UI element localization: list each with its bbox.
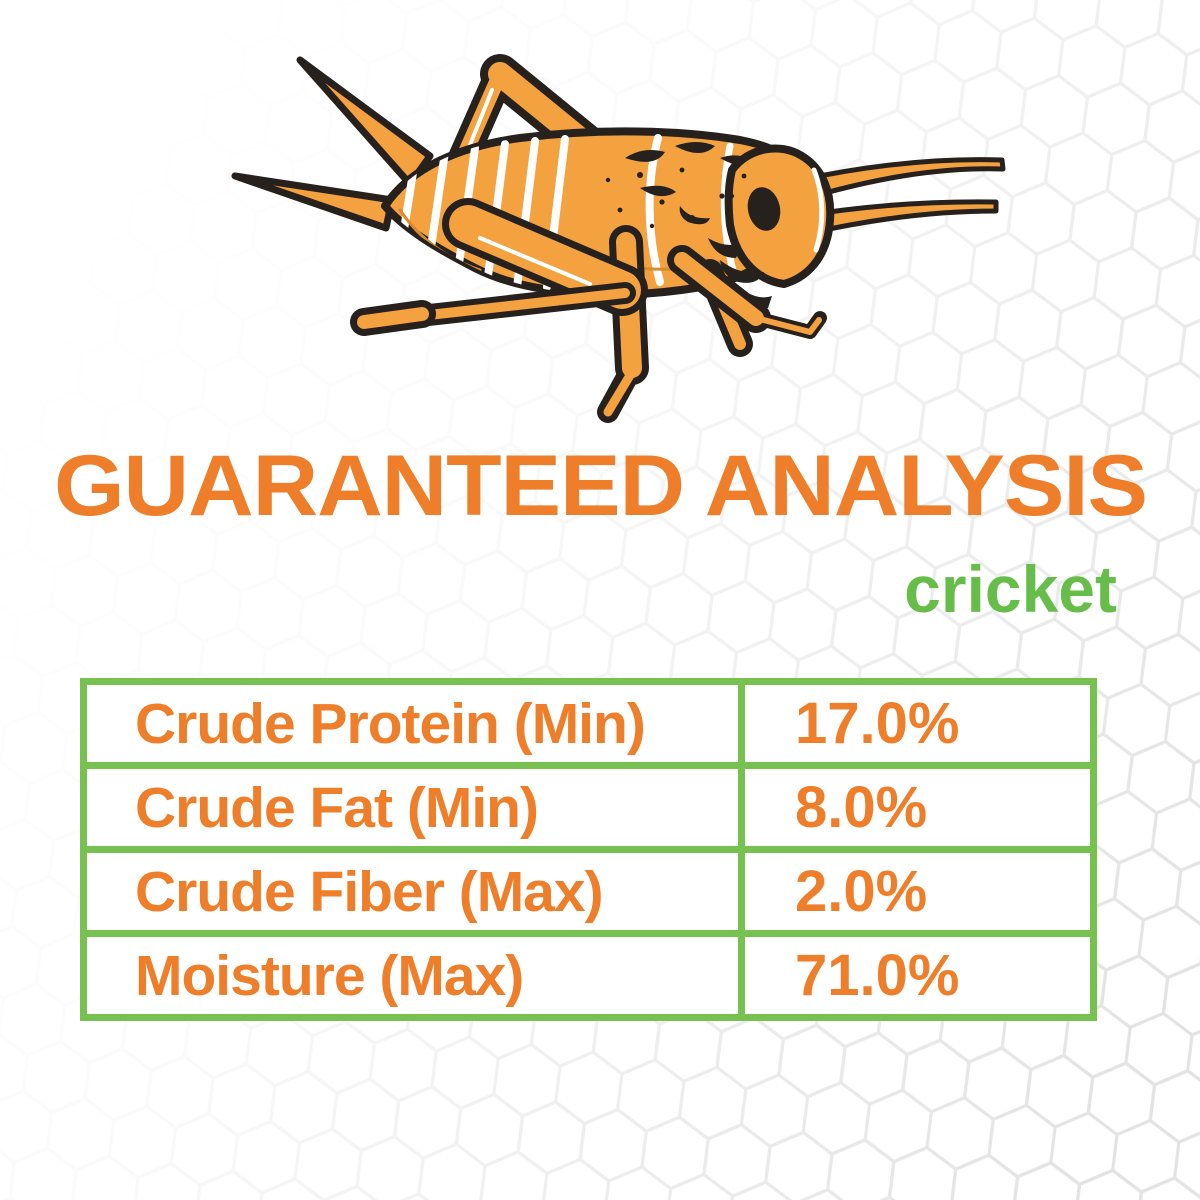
row-label-crude-fiber: Crude Fiber (Max) (87, 853, 738, 930)
cricket-eye (747, 187, 781, 231)
row-label-crude-fat: Crude Fat (Min) (87, 769, 738, 846)
subtitle-cricket: cricket (904, 552, 1117, 626)
cricket-markings (605, 142, 755, 258)
page-title: GUARANTEED ANALYSIS (54, 448, 1148, 532)
cricket-antennae (797, 157, 1006, 237)
row-value-crude-protein: 17.0% (745, 685, 1090, 762)
page-title-text: GUARANTEED ANALYSIS (54, 448, 1147, 532)
cricket-icon (231, 54, 1006, 423)
row-value-moisture: 71.0% (745, 937, 1090, 1014)
row-label-moisture: Moisture (Max) (87, 937, 738, 1014)
row-label-crude-protein: Crude Protein (Min) (87, 685, 738, 762)
cricket-legs (350, 198, 827, 423)
row-value-crude-fat: 8.0% (745, 769, 1090, 846)
analysis-table: Crude Protein (Min) 17.0% Crude Fat (Min… (80, 678, 1097, 1021)
cricket-cerci (231, 56, 434, 232)
cricket-head (720, 144, 835, 309)
row-value-crude-fiber: 2.0% (745, 853, 1090, 930)
